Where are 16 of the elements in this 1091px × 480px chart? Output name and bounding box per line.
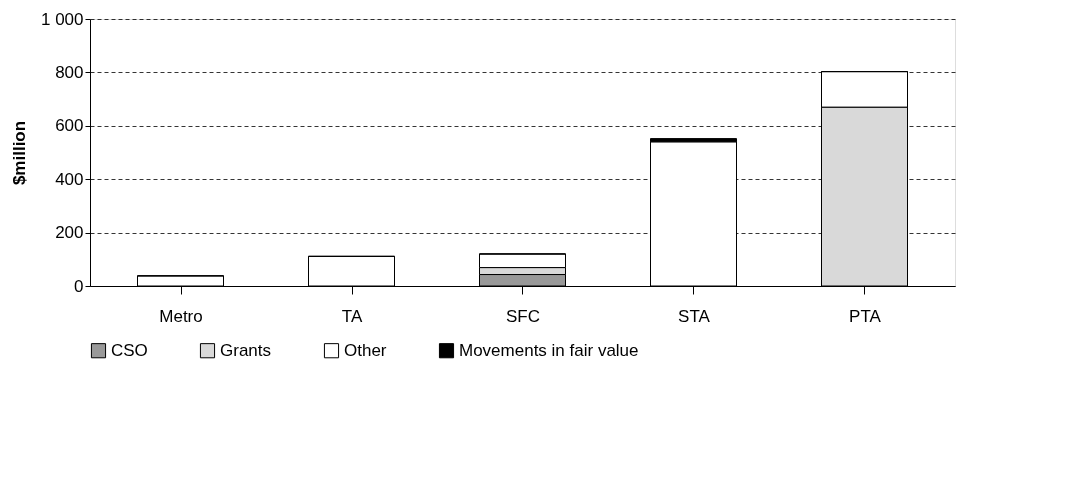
- y-tick-label: 400: [55, 169, 84, 189]
- legend-label: Other: [344, 340, 387, 360]
- y-tick-label: 800: [55, 62, 84, 82]
- y-tick-label: 600: [55, 116, 84, 136]
- x-tick-label: STA: [678, 306, 711, 326]
- x-tick-label: PTA: [849, 306, 882, 326]
- legend-label: CSO: [111, 340, 148, 360]
- legend-label: Movements in fair value: [459, 340, 639, 360]
- y-tick-label: 0: [74, 276, 84, 296]
- y-tick-label: 200: [55, 223, 84, 243]
- y-tick-label: 1 000: [40, 9, 84, 29]
- y-axis-title: $million: [9, 120, 29, 186]
- legend-label: Grants: [220, 340, 272, 360]
- x-tick-label: SFC: [506, 306, 540, 326]
- x-tick-label: Metro: [159, 306, 203, 326]
- x-tick-label: TA: [341, 306, 363, 326]
